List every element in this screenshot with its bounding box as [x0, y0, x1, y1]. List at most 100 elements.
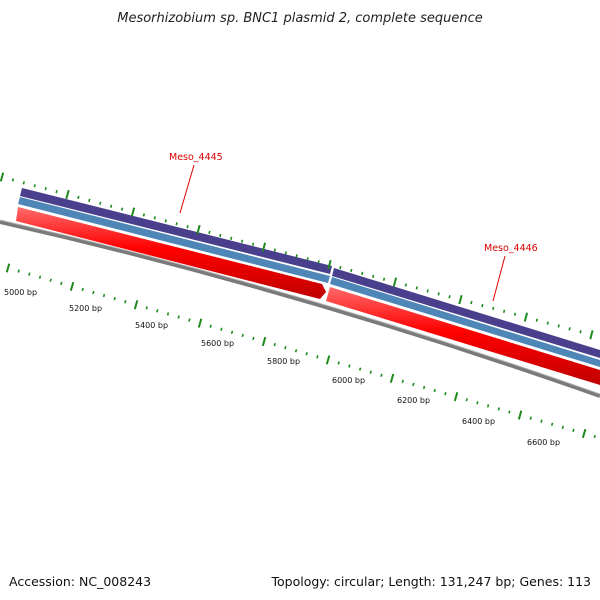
map-title: Mesorhizobium sp. BNC1 plasmid 2, comple… [117, 11, 483, 26]
upper-tick-41 [448, 295, 451, 299]
upper-tick-30 [327, 260, 332, 270]
upper-tick-44 [481, 303, 484, 308]
ruler-tick-1 [17, 269, 20, 273]
upper-tick-54 [589, 330, 594, 340]
upper-tick-8 [88, 198, 91, 203]
upper-tick-13 [142, 213, 146, 217]
upper-tick-29 [317, 260, 320, 264]
ruler-tick-15 [166, 312, 170, 316]
upper-tick-40 [437, 292, 440, 296]
upper-tick-27 [295, 254, 298, 258]
gene-leader-meso-4445 [179, 164, 195, 214]
middle-track-segment-1 [18, 197, 330, 283]
upper-tick-20 [219, 233, 222, 238]
ruler-tick-23 [252, 336, 255, 341]
ruler-tick-7 [81, 287, 84, 292]
upper-tick-14 [153, 216, 156, 220]
upper-tick-38 [415, 286, 418, 290]
upper-tick-3 [33, 184, 36, 188]
upper-tick-46 [502, 309, 506, 314]
upper-tick-39 [426, 289, 429, 293]
ruler-tick-34 [369, 370, 372, 374]
ruler-tick-19 [209, 324, 212, 328]
ruler-tick-33 [358, 367, 362, 371]
ruler-label-5800: 5800 bp [267, 357, 300, 366]
ruler-label-6200: 6200 bp [397, 396, 430, 405]
ruler-tick-49 [529, 416, 532, 420]
ruler-tick-31 [337, 361, 340, 365]
upper-tick-19 [208, 230, 211, 235]
upper-tick-31 [339, 265, 342, 270]
upper-tick-33 [361, 271, 364, 276]
ruler-tick-28 [305, 352, 308, 356]
upper-tick-43 [470, 300, 473, 305]
ruler-tick-20 [220, 327, 223, 331]
upper-tick-2 [22, 181, 25, 185]
gene-label-meso-4445[interactable]: Meso_4445 [169, 152, 223, 163]
backbone-line [0, 220, 600, 398]
upper-tick-21 [230, 236, 233, 241]
ruler-tick-46 [497, 407, 500, 411]
ruler-tick-14 [156, 309, 159, 313]
ruler-label-6400: 6400 bp [462, 417, 495, 426]
gene-arrow-meso-4445[interactable] [16, 207, 326, 299]
gene-label-group-meso-4446[interactable]: Meso_4446 [484, 243, 538, 302]
upper-tick-18 [196, 224, 201, 235]
ruler-tick-48 [517, 410, 523, 420]
upper-tick-53 [579, 330, 582, 334]
upper-tick-0 [0, 172, 5, 182]
ruler-label-6000: 6000 bp [332, 376, 365, 385]
upper-tick-row [0, 172, 594, 340]
ruler-tick-12 [133, 300, 139, 310]
ruler-tick-10 [113, 296, 116, 301]
ruler-tick-9 [102, 293, 106, 298]
ruler-tick-43 [465, 398, 468, 402]
upper-tick-35 [382, 277, 386, 281]
upper-tick-15 [164, 219, 167, 223]
ruler-tick-38 [412, 382, 415, 387]
ruler-tick-42 [453, 392, 459, 402]
upper-tick-34 [372, 274, 375, 278]
upper-tick-48 [523, 312, 529, 322]
upper-tick-45 [492, 306, 495, 311]
ruler-tick-4 [49, 278, 52, 282]
upper-tick-28 [306, 257, 309, 261]
upper-tick-6 [65, 189, 70, 200]
upper-tick-16 [175, 222, 178, 226]
ruler-label-6600: 6600 bp [527, 438, 560, 447]
upper-tick-36 [392, 277, 398, 287]
upper-tick-12 [130, 207, 136, 217]
gene-label-group-meso-4445[interactable]: Meso_4445 [169, 152, 223, 214]
gene-arrow-meso-4446[interactable] [326, 287, 600, 385]
upper-tick-23 [251, 242, 255, 246]
upper-tick-22 [241, 239, 244, 243]
ruler-labels: 5000 bp 5200 bp 5400 bp 5600 bp 5800 bp … [4, 288, 560, 447]
upper-tick-51 [557, 324, 560, 328]
gene-label-meso-4446[interactable]: Meso_4446 [484, 243, 538, 254]
ruler-tick-47 [508, 410, 511, 414]
ruler-label-5000: 5000 bp [4, 288, 37, 297]
ruler-tick-26 [284, 345, 287, 350]
ruler-tick-22 [241, 333, 244, 338]
ruler-tick-2 [28, 272, 31, 276]
topology-summary: Topology: circular; Length: 131,247 bp; … [271, 574, 592, 589]
ruler-tick-27 [294, 349, 298, 353]
upper-tick-7 [77, 195, 80, 200]
ruler-tick-44 [476, 401, 479, 405]
upper-tick-24 [261, 242, 267, 252]
upper-tick-37 [404, 283, 408, 287]
ruler-tick-11 [124, 300, 127, 304]
ruler-tick-13 [145, 306, 148, 310]
ruler-tick-52 [561, 425, 564, 430]
ruler-tick-36 [389, 373, 395, 383]
ruler-tick-8 [92, 290, 95, 295]
ruler-tick-24 [261, 336, 267, 347]
ruler-tick-16 [177, 315, 180, 319]
upper-tick-5 [55, 189, 58, 194]
upper-tick-50 [546, 321, 549, 325]
ruler-tick-25 [273, 342, 276, 347]
upper-tick-17 [186, 224, 189, 229]
ruler-tick-row [5, 263, 596, 439]
ruler-tick-6 [69, 281, 75, 291]
